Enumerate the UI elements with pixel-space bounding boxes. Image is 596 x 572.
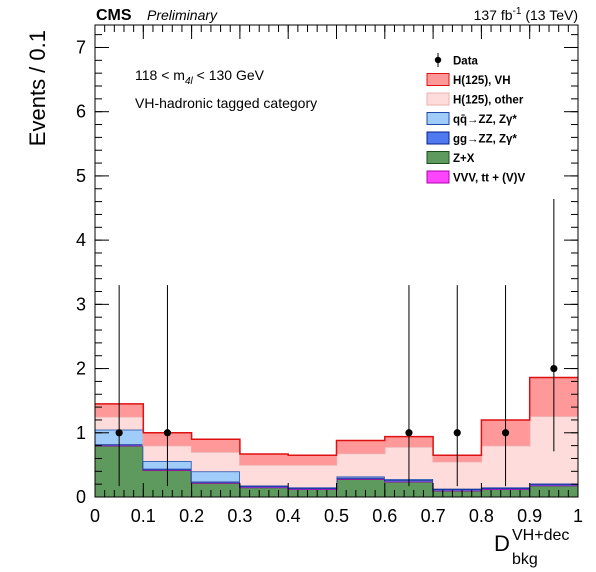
x-tick-label: 0: [90, 506, 100, 526]
y-tick-label: 6: [76, 102, 86, 122]
x-tick-label: 0.7: [421, 506, 446, 526]
legend-swatch: [426, 73, 450, 86]
y-tick-label: 4: [76, 230, 86, 250]
x-tick-label: 0.9: [517, 506, 542, 526]
y-tick-label: 5: [76, 166, 86, 186]
y-tick-label: 3: [76, 294, 86, 314]
data-point: [163, 429, 172, 437]
data-point: [405, 429, 413, 437]
x-tick-label: 0.1: [131, 506, 156, 526]
legend-swatch: [426, 170, 450, 184]
x-tick-label: 0.3: [227, 506, 252, 526]
x-axis-label-superscript: VH+dec: [512, 527, 569, 544]
x-tick-label: 1: [573, 506, 583, 526]
legend-label: Z+X: [453, 153, 475, 165]
y-tick-label: 0: [76, 487, 86, 507]
stack-layer-outline-5: [95, 376, 578, 457]
data-points: [115, 199, 558, 487]
lumi-value: 137 fb: [474, 7, 513, 23]
y-axis-label: Events / 0.1: [25, 30, 50, 146]
x-tick-label: 0.5: [324, 506, 349, 526]
stack-layer-0: [95, 445, 578, 497]
legend-label: Data: [453, 56, 479, 68]
legend-label: gg→ZZ, Zγ*: [453, 134, 517, 146]
lumi-energy: (13 TeV): [521, 7, 578, 23]
experiment-label: CMS: [96, 7, 132, 24]
legend-marker: [434, 56, 442, 64]
mass-pre: 118 < m: [135, 67, 185, 83]
lumi-exponent: -1: [513, 6, 522, 17]
legend-swatch: [426, 112, 450, 125]
axis-ticks: 0 0.1 0.2 0.3 0.4 0.5 0.6 0.7 0.8 0.9 1 0 1 2 3 4 5 6 7: [76, 25, 583, 526]
status-label: Preliminary: [147, 7, 218, 23]
y-tick-label: 1: [76, 423, 86, 443]
data-point: [501, 429, 510, 437]
legend-label: VVV, tt + (V)V: [453, 173, 525, 185]
legend-label: qq̄→ZZ, Zγ*: [453, 114, 517, 126]
data-point: [115, 429, 123, 437]
lumi-label: 137 fb-1 (13 TeV): [474, 6, 578, 23]
x-tick-label: 0.8: [469, 506, 494, 526]
legend-swatch: [426, 92, 450, 106]
legend-label: H(125), other: [453, 95, 524, 107]
mass-window-annotation: 118 < m4l < 130 GeV: [135, 67, 265, 87]
data-point: [550, 364, 558, 373]
x-tick-label: 0.6: [372, 506, 397, 526]
mass-post: < 130 GeV: [193, 67, 265, 83]
legend-swatch: [426, 151, 450, 164]
y-tick-label: 2: [76, 359, 86, 379]
x-tick-label: 0.2: [179, 506, 204, 526]
y-tick-label: 7: [76, 37, 86, 57]
legend-label: H(125), VH: [453, 75, 511, 87]
x-axis-label-main: D: [494, 531, 510, 556]
x-axis-label-subscript: bkg: [512, 551, 538, 568]
data-point: [453, 429, 461, 437]
stack-layer-5: [95, 377, 578, 465]
x-axis-label: D: [494, 531, 510, 556]
legend-swatch: [426, 131, 450, 145]
mass-subscript: 4l: [185, 76, 194, 87]
legend: Data H(125), VH H(125), other qq̄→ZZ, Zγ* gg…: [426, 53, 525, 185]
stack-layer-3: [95, 429, 578, 490]
category-annotation: VH-hadronic tagged category: [135, 95, 317, 111]
x-tick-label: 0.4: [276, 506, 301, 526]
